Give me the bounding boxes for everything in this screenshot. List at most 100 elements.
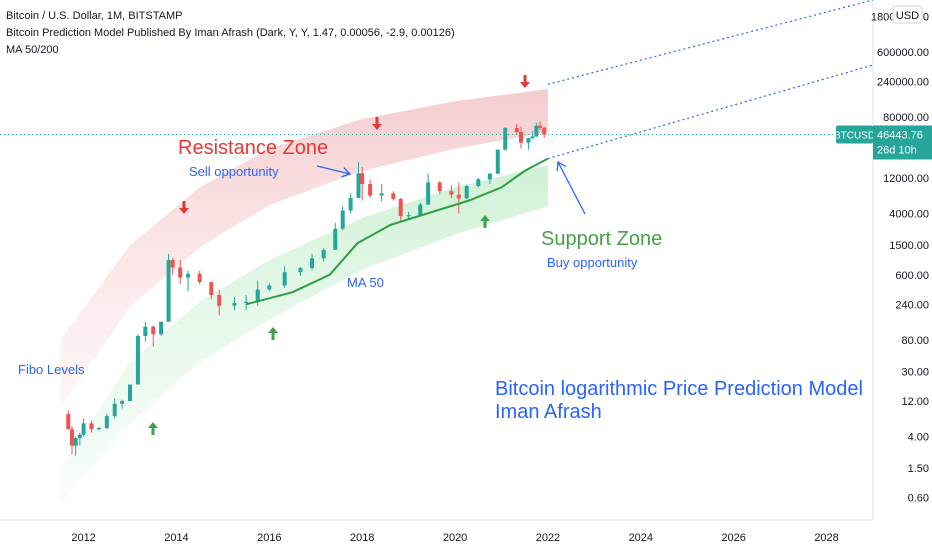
candle-body: [514, 127, 519, 133]
symbol-tag-label: BTCUSD: [834, 130, 875, 141]
currency-label: USD: [896, 10, 919, 22]
time-tick-label: 2028: [814, 532, 838, 544]
price-tick-label: 30.00: [901, 366, 929, 378]
candle-body: [298, 268, 303, 273]
candle-body: [406, 215, 411, 217]
candle-body: [255, 289, 260, 302]
candle-body: [143, 326, 148, 336]
price-tick-label: 1.50: [908, 463, 929, 475]
price-tag-countdown: 26d 10h: [877, 144, 917, 156]
price-tag: [873, 125, 932, 160]
price-tick-label: 12.00: [901, 396, 929, 408]
candle-body: [449, 191, 454, 195]
resistance-pointer-arrow-head: [341, 167, 352, 178]
time-tick-label: 2020: [443, 532, 467, 544]
price-tick-label: 0.60: [908, 493, 929, 505]
candle-body: [398, 198, 403, 217]
buy-arrow-icon: [268, 327, 278, 340]
candle-body: [159, 321, 164, 335]
price-tag-value: 46443.76: [877, 129, 923, 141]
candle-body: [282, 272, 287, 286]
symbol-tag: [836, 125, 873, 144]
time-tick-label: 2024: [629, 532, 653, 544]
price-tick-label: 12000.00: [883, 173, 929, 185]
fibo-levels-label: Fibo Levels: [18, 362, 85, 377]
buy-arrow-icon: [480, 215, 490, 228]
candle-body: [476, 179, 481, 187]
candle-body: [426, 182, 431, 205]
support-pointer-arrow-head: [556, 160, 567, 172]
price-tick-label: 4.00: [908, 431, 929, 443]
candle-body: [209, 281, 214, 296]
candle-body: [321, 249, 326, 259]
price-tick-label: 80.00: [901, 335, 929, 347]
candle-body: [69, 429, 74, 446]
sell-arrow-icon: [179, 201, 189, 214]
candle-body: [333, 228, 338, 250]
candle-body: [73, 438, 78, 446]
candle-body: [170, 259, 175, 268]
candle-body: [538, 125, 543, 128]
sell-arrow-icon: [520, 75, 530, 88]
price-tick-label: 600000.00: [877, 47, 929, 59]
projection-upper-line: [547, 0, 874, 85]
resistance-pointer-arrow: [316, 165, 351, 175]
candle-body: [391, 193, 396, 199]
candle-body: [437, 182, 442, 192]
price-tick-label: 4000.00: [889, 209, 929, 221]
candle-body: [340, 210, 345, 229]
model-title-line1: Bitcoin logarithmic Price Prediction Mod…: [495, 378, 863, 400]
candle-body: [77, 434, 82, 439]
candle-body: [368, 184, 373, 196]
indicator-title: Bitcoin Prediction Model Published By Im…: [6, 27, 455, 39]
candle-body: [379, 193, 384, 196]
currency-badge: [892, 5, 923, 24]
candle-body: [232, 303, 237, 306]
projection-lower-line: [547, 64, 874, 160]
time-tick-label: 2014: [164, 532, 188, 544]
candle-body: [267, 285, 272, 290]
ma50-label: MA 50: [347, 275, 384, 290]
sell-opportunity-label: Sell opportunity: [189, 164, 279, 179]
candle-body: [526, 138, 531, 143]
candle-body: [356, 173, 361, 198]
candle-body: [81, 423, 86, 435]
time-tick-label: 2022: [536, 532, 560, 544]
ma50-line: [245, 157, 549, 306]
time-tick-label: 2026: [721, 532, 745, 544]
support-zone-title: Support Zone: [541, 228, 662, 250]
time-tick-label: 2016: [257, 532, 281, 544]
candle-body: [244, 301, 249, 304]
candle-body: [310, 258, 315, 269]
candle-body: [186, 273, 191, 278]
price-axis: [873, 0, 932, 550]
time-tick-label: 2012: [71, 532, 95, 544]
candle-body: [495, 149, 500, 174]
price-tick-label: 240.00: [895, 299, 929, 311]
symbol-title: Bitcoin / U.S. Dollar, 1M, BITSTAMP: [6, 10, 183, 22]
candle-body: [418, 204, 423, 216]
candle-body: [534, 125, 539, 137]
candle-body: [66, 414, 71, 430]
resistance-zone-title: Resistance Zone: [178, 137, 328, 159]
candle-body: [197, 273, 202, 282]
price-tick-label: 1500.00: [889, 240, 929, 252]
support-band: [60, 165, 548, 504]
candle-body: [464, 186, 469, 199]
candle-body: [487, 173, 492, 180]
support-pointer-arrow: [557, 161, 586, 215]
candle-body: [360, 173, 365, 185]
model-title-line2: Iman Afrash: [495, 401, 602, 423]
price-tick-label: 240000.00: [877, 76, 929, 88]
price-tick-label: 600.00: [895, 270, 929, 282]
candle-body: [120, 400, 125, 404]
buy-arrow-icon: [148, 422, 158, 435]
resistance-band: [60, 89, 548, 407]
candle-body: [456, 194, 461, 199]
candle-body: [348, 197, 353, 211]
candle-body: [104, 416, 109, 428]
candle-body: [166, 259, 171, 322]
candle-body: [217, 295, 222, 306]
price-tick-label: 80000.00: [883, 112, 929, 124]
